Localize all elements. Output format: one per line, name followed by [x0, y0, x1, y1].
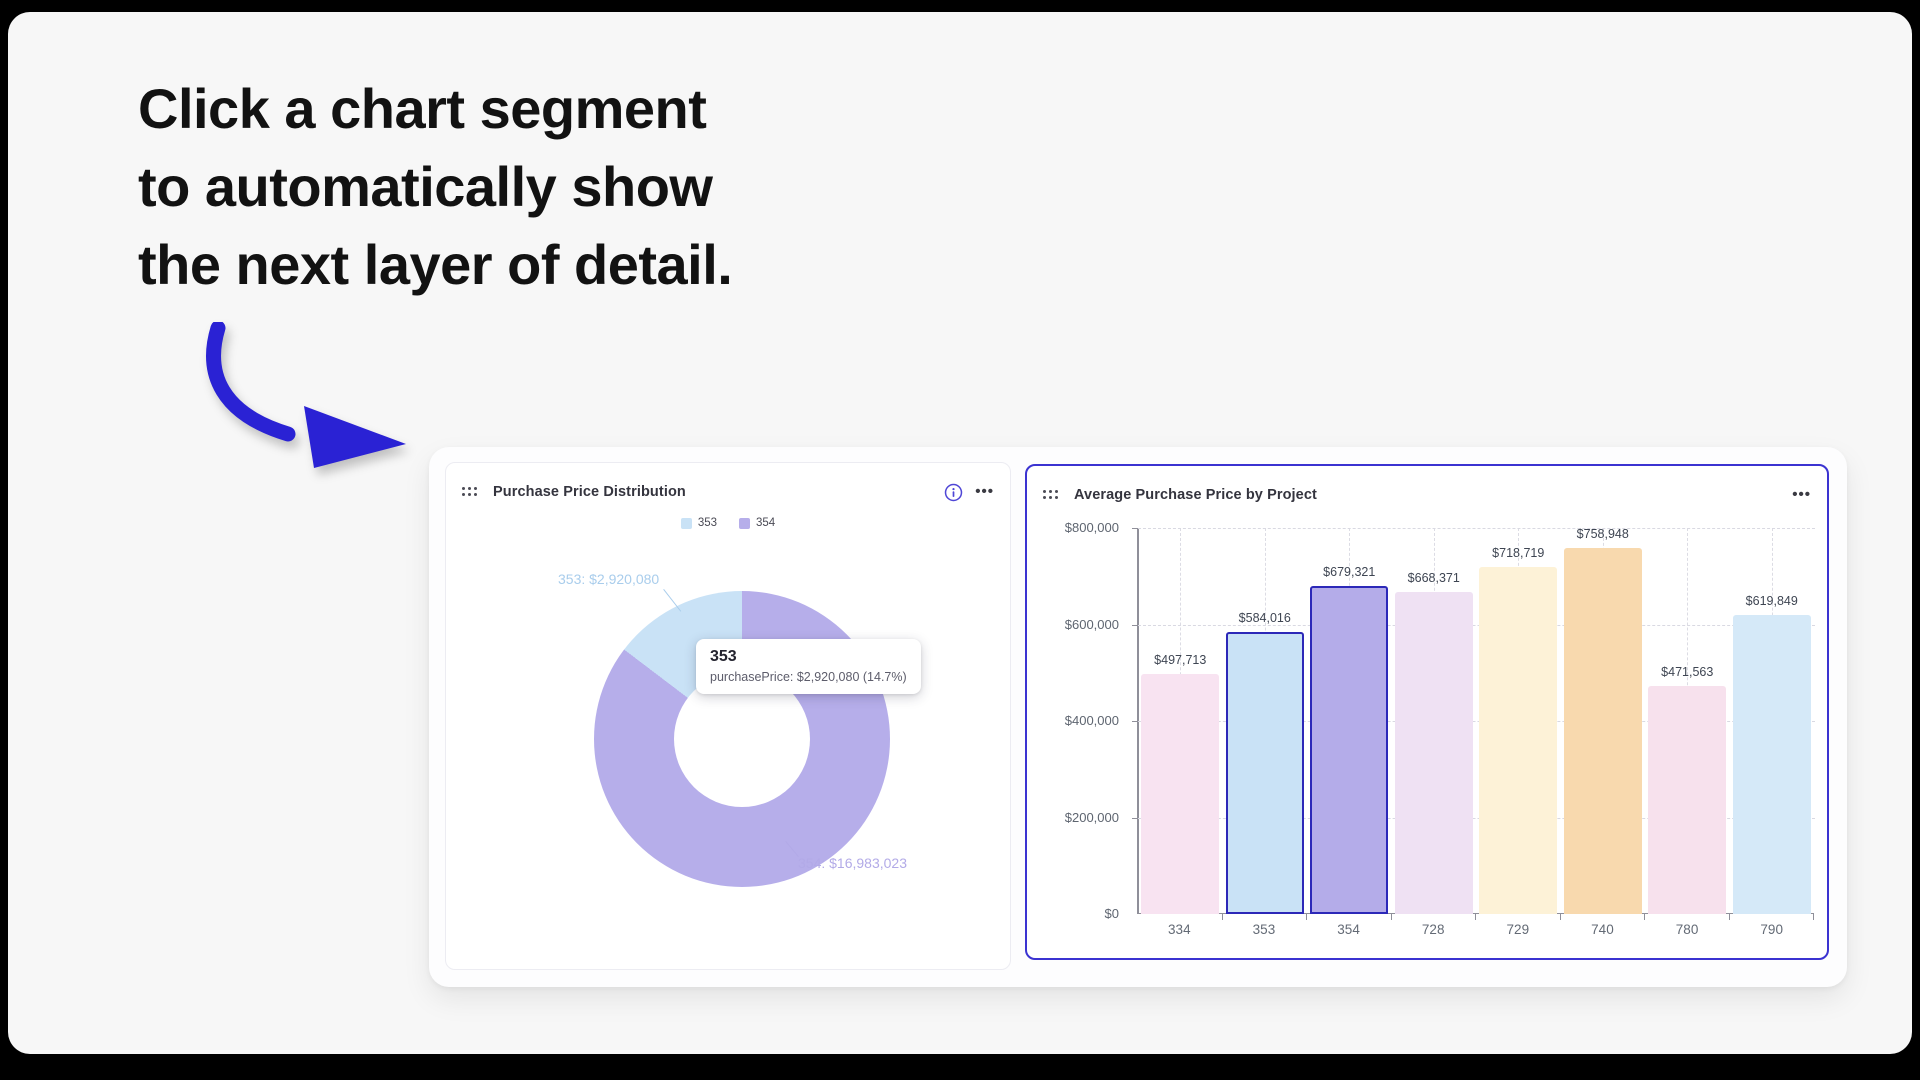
x-axis-tick — [1728, 914, 1730, 920]
bar-value-label: $471,563 — [1661, 665, 1714, 679]
y-axis-tick — [1132, 624, 1137, 626]
bar-panel-title: Average Purchase Price by Project — [1074, 487, 1317, 503]
x-axis-label-334: 334 — [1168, 922, 1191, 937]
panel-average-purchase-price: Average Purchase Price by Project ••• $0… — [1025, 464, 1829, 960]
x-axis-tick — [1813, 914, 1814, 920]
y-axis-label: $800,000 — [1064, 520, 1119, 535]
bar-354[interactable] — [1310, 586, 1389, 914]
bar-panel-header: Average Purchase Price by Project ••• — [1043, 482, 1811, 508]
legend-label: 353 — [697, 517, 717, 529]
bar-740[interactable] — [1563, 548, 1642, 914]
x-axis-label-790: 790 — [1760, 922, 1783, 937]
drag-handle-icon[interactable] — [462, 486, 479, 498]
headline-line-1: Click a chart segment — [138, 77, 707, 140]
donut-menu-icon[interactable]: ••• — [975, 483, 994, 500]
bar-value-label: $668,371 — [1407, 571, 1460, 585]
x-axis-tick — [1644, 914, 1645, 920]
bar-728[interactable] — [1394, 592, 1473, 914]
y-axis-label: $400,000 — [1064, 713, 1119, 728]
donut-panel-title: Purchase Price Distribution — [493, 484, 686, 500]
donut-callout-354: 354: $16,983,023 — [798, 855, 907, 871]
bar-slot-729: $718,719 — [1476, 528, 1561, 920]
x-axis-label-354: 354 — [1337, 922, 1360, 937]
y-axis-label: $0 — [1104, 906, 1119, 921]
legend-swatch — [680, 517, 692, 529]
x-axis-tick — [1475, 914, 1476, 920]
dashboard-card: Purchase Price Distribution ••• 353 354 3… — [429, 447, 1847, 987]
bar-chart-bars: $497,713 $584,016 $679,321 $668,371 $718,719… — [1138, 527, 1814, 920]
bar-value-label: $758,948 — [1576, 527, 1629, 541]
horizontal-gridline — [1138, 817, 1815, 819]
x-axis-tick — [1559, 914, 1561, 920]
donut-panel-header: Purchase Price Distribution ••• — [462, 479, 994, 505]
bar-value-label: $679,321 — [1323, 565, 1376, 579]
legend-item-354[interactable]: 354 — [739, 517, 775, 529]
x-axis-label-728: 728 — [1421, 922, 1445, 937]
bar-chart-x-axis-labels: 334 353 354 728 729 740 780 790 — [1137, 922, 1814, 937]
y-axis-tick — [1132, 528, 1137, 529]
bar-slot-353: $584,016 — [1223, 528, 1307, 920]
pointer-arrow-icon — [200, 320, 420, 474]
headline: Click a chart segment to automatically s… — [138, 70, 733, 304]
x-axis-tick — [1390, 914, 1392, 920]
bar-value-label: $584,016 — [1238, 611, 1291, 625]
bar-value-label: $718,719 — [1492, 546, 1545, 560]
x-axis-label-729: 729 — [1506, 922, 1530, 937]
y-axis-label: $600,000 — [1064, 616, 1119, 632]
x-axis-label-740: 740 — [1591, 922, 1614, 937]
y-axis-label: $200,000 — [1064, 809, 1119, 825]
y-axis-tick — [1132, 817, 1137, 819]
panel-purchase-price-distribution: Purchase Price Distribution ••• 353 354 3… — [445, 462, 1011, 970]
y-axis-tick — [1132, 721, 1137, 722]
donut-legend: 353 354 — [446, 517, 1010, 529]
drag-handle-icon[interactable] — [1043, 489, 1060, 501]
legend-item-353[interactable]: 353 — [680, 517, 717, 529]
legend-swatch — [739, 517, 750, 529]
bar-353[interactable] — [1225, 632, 1304, 914]
bar-slot-728: $668,371 — [1392, 528, 1476, 920]
bar-value-label: $497,713 — [1154, 653, 1207, 667]
bar-slot-740: $758,948 — [1561, 527, 1645, 920]
donut-tooltip: 353 purchasePrice: $2,920,080 (14.7%) — [696, 639, 921, 694]
bar-chart-y-axis-labels: $0 $200,000 $400,000 $600,000 $800,000 — [1027, 520, 1127, 921]
x-axis-line — [1137, 912, 1814, 914]
bar-slot-790: $619,849 — [1730, 528, 1814, 920]
bar-menu-icon[interactable]: ••• — [1792, 486, 1811, 503]
info-icon[interactable] — [944, 483, 963, 502]
x-axis-tick — [1306, 914, 1307, 920]
donut-callout-353: 353: $2,920,080 — [558, 571, 660, 587]
bar-790[interactable] — [1732, 615, 1811, 914]
bar-729[interactable] — [1479, 567, 1558, 914]
bar-slot-334: $497,713 — [1138, 528, 1223, 920]
x-axis-tick — [1221, 914, 1223, 920]
y-axis-line — [1137, 528, 1139, 914]
app-canvas: Click a chart segment to automatically s… — [8, 12, 1912, 1054]
bar-slot-354: $679,321 — [1307, 528, 1392, 920]
legend-label: 354 — [756, 517, 776, 529]
bar-chart-plot: $497,713 $584,016 $679,321 $668,371 $718,719… — [1132, 527, 1815, 920]
donut-tooltip-detail: purchasePrice: $2,920,080 (14.7%) — [710, 670, 907, 684]
donut-chart[interactable] — [594, 591, 890, 887]
headline-line-3: the next layer of detail. — [138, 233, 733, 296]
headline-line-2: to automatically show — [138, 155, 713, 218]
bar-780[interactable] — [1648, 686, 1727, 914]
bar-334[interactable] — [1141, 674, 1220, 914]
x-axis-label-780: 780 — [1675, 922, 1699, 937]
horizontal-gridline — [1138, 721, 1815, 722]
horizontal-gridline — [1138, 624, 1815, 626]
donut-tooltip-title: 353 — [710, 648, 737, 665]
x-axis-label-353: 353 — [1252, 922, 1276, 937]
bar-slot-780: $471,563 — [1645, 528, 1730, 920]
bar-value-label: $619,849 — [1745, 594, 1798, 608]
horizontal-gridline — [1138, 528, 1815, 529]
